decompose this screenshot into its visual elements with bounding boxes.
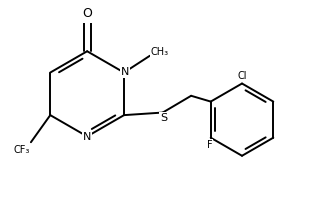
Text: F: F	[207, 140, 212, 150]
Text: CF₃: CF₃	[13, 145, 29, 155]
Text: S: S	[160, 113, 167, 123]
Text: CH₃: CH₃	[150, 47, 168, 57]
Text: N: N	[83, 132, 91, 142]
Text: O: O	[82, 7, 92, 20]
Text: Cl: Cl	[238, 71, 248, 81]
Text: N: N	[121, 67, 130, 77]
